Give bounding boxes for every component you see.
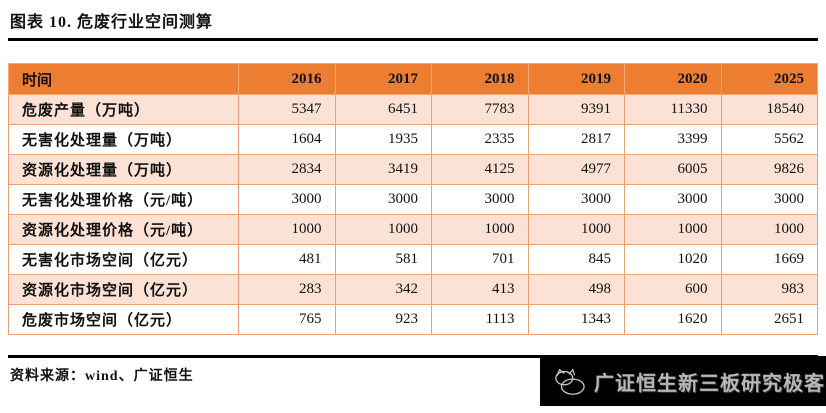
footer-divider [8, 355, 818, 358]
cat-doodle-icon [555, 368, 585, 395]
report-figure: 图表 10. 危废行业空间测算 时间 2016 2017 2018 2019 2020 20… [8, 14, 818, 384]
row-label: 危废产量（万吨） [8, 94, 239, 125]
row-value: 1620 [624, 304, 722, 335]
table-row: 无害化处理价格（元/吨） 3000 3000 3000 3000 3000 3000 [8, 184, 818, 215]
row-value: 3399 [624, 124, 722, 155]
row-value: 3000 [431, 184, 529, 215]
row-value: 1020 [624, 244, 722, 275]
row-label-column-header: 时间 [8, 63, 239, 95]
row-value: 9826 [720, 154, 818, 185]
row-value: 600 [624, 274, 722, 305]
row-value: 1000 [527, 214, 625, 245]
year-column-header: 2018 [431, 63, 529, 95]
row-value: 6005 [624, 154, 722, 185]
row-value: 3419 [334, 154, 432, 185]
table-row: 资源化处理量（万吨） 2834 3419 4125 4977 6005 9826 [8, 154, 818, 185]
row-value: 765 [238, 304, 336, 335]
row-value: 342 [334, 274, 432, 305]
row-value: 1000 [334, 214, 432, 245]
row-label: 无害化处理价格（元/吨） [8, 184, 239, 215]
title-divider [8, 38, 818, 41]
row-value: 18540 [720, 94, 818, 125]
year-column-header: 2016 [238, 63, 336, 95]
figure-title: 图表 10. 危废行业空间测算 [10, 14, 214, 31]
row-label: 资源化处理量（万吨） [8, 154, 239, 185]
row-value: 2817 [527, 124, 625, 155]
row-label: 无害化处理量（万吨） [8, 124, 239, 155]
row-value: 4125 [431, 154, 529, 185]
year-column-header: 2019 [527, 63, 625, 95]
row-value: 11330 [624, 94, 722, 125]
row-value: 498 [527, 274, 625, 305]
table-row: 无害化市场空间（亿元） 481 581 701 845 1020 1669 [8, 244, 818, 275]
row-value: 3000 [238, 184, 336, 215]
table-row: 无害化处理量（万吨） 1604 1935 2335 2817 3399 5562 [8, 124, 818, 155]
row-value: 2335 [431, 124, 529, 155]
row-value: 283 [238, 274, 336, 305]
row-value: 4977 [527, 154, 625, 185]
row-value: 1669 [720, 244, 818, 275]
table-row: 资源化市场空间（亿元） 283 342 413 498 600 983 [8, 274, 818, 305]
row-label: 资源化处理价格（元/吨） [8, 214, 239, 245]
table-header-row: 时间 2016 2017 2018 2019 2020 2025 [8, 63, 818, 95]
table-row: 危废产量（万吨） 5347 6451 7783 9391 11330 18540 [8, 94, 818, 125]
hazardous-waste-table: 时间 2016 2017 2018 2019 2020 2025 危废产量（万吨） 5347 6… [8, 63, 818, 335]
watermark-text: 广证恒生新三板研究极客 [594, 372, 825, 395]
row-value: 5562 [720, 124, 818, 155]
row-value: 3000 [624, 184, 722, 215]
row-value: 923 [334, 304, 432, 335]
year-column-header: 2017 [334, 63, 432, 95]
row-value: 1113 [431, 304, 529, 335]
row-value: 983 [720, 274, 818, 305]
row-value: 2651 [720, 304, 818, 335]
row-value: 3000 [527, 184, 625, 215]
row-value: 481 [238, 244, 336, 275]
table-body: 危废产量（万吨） 5347 6451 7783 9391 11330 18540 无害化处理量… [8, 94, 818, 335]
row-value: 1000 [720, 214, 818, 245]
row-value: 1935 [334, 124, 432, 155]
row-value: 2834 [238, 154, 336, 185]
row-value: 1343 [527, 304, 625, 335]
row-value: 3000 [720, 184, 818, 215]
table-row: 危废市场空间（亿元） 765 923 1113 1343 1620 2651 [8, 304, 818, 335]
row-value: 7783 [431, 94, 529, 125]
year-column-header: 2025 [720, 63, 818, 95]
row-value: 1000 [238, 214, 336, 245]
table-row: 资源化处理价格（元/吨） 1000 1000 1000 1000 1000 1000 [8, 214, 818, 245]
source-note: 资料来源：wind、广证恒生 [10, 369, 194, 384]
row-label: 危废市场空间（亿元） [8, 304, 239, 335]
row-value: 1000 [624, 214, 722, 245]
year-column-header: 2020 [624, 63, 722, 95]
row-value: 5347 [238, 94, 336, 125]
row-label: 资源化市场空间（亿元） [8, 274, 239, 305]
row-value: 845 [527, 244, 625, 275]
row-value: 1604 [238, 124, 336, 155]
row-value: 1000 [431, 214, 529, 245]
row-value: 6451 [334, 94, 432, 125]
row-label: 无害化市场空间（亿元） [8, 244, 239, 275]
row-value: 413 [431, 274, 529, 305]
row-value: 3000 [334, 184, 432, 215]
row-value: 701 [431, 244, 529, 275]
row-value: 9391 [527, 94, 625, 125]
row-value: 581 [334, 244, 432, 275]
publisher-watermark: 广证恒生新三板研究极客 [540, 356, 826, 406]
